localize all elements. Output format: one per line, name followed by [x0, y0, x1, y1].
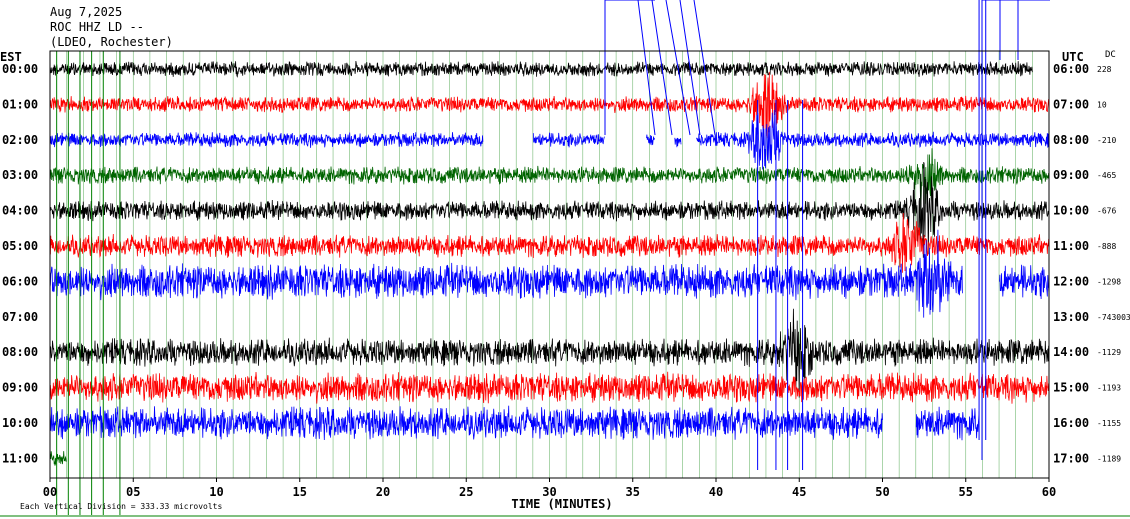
est-hour-label: 09:00 — [2, 381, 38, 395]
trace-0500 — [49, 212, 1050, 273]
trace-0100 — [49, 71, 1050, 139]
dc-offset-label: -888 — [1097, 242, 1116, 251]
header-network: (LDEO, Rochester) — [50, 35, 173, 49]
est-hour-label: 05:00 — [2, 239, 38, 253]
utc-hour-label: 06:00 — [1053, 62, 1089, 76]
dc-offset-label: 228 — [1097, 65, 1112, 74]
dc-offset-label: -1193 — [1097, 384, 1121, 393]
dc-offset-labels: 228 10 -210 -465 -676 -888 -1298 -743003 -1129 -1… — [1097, 65, 1130, 463]
x-tick-label: 20 — [376, 485, 390, 499]
clipped-spike-lines — [604, 0, 716, 136]
x-axis-ticks: 00 05 10 15 20 25 30 35 40 45 50 55 60 — [43, 478, 1056, 499]
utc-hour-label: 15:00 — [1053, 381, 1089, 395]
left-axis-title: EST — [0, 50, 22, 64]
est-hour-label: 01:00 — [2, 97, 38, 111]
est-hour-label: 06:00 — [2, 274, 38, 288]
chart-header: Aug 7,2025 ROC HHZ LD -- (LDEO, Rocheste… — [50, 5, 173, 49]
x-tick-label: 55 — [959, 485, 973, 499]
header-station: ROC HHZ LD -- — [50, 20, 144, 34]
x-tick-label: 50 — [875, 485, 889, 499]
est-hour-label: 00:00 — [2, 62, 38, 76]
x-tick-label: 35 — [626, 485, 640, 499]
est-hour-label: 07:00 — [2, 310, 38, 324]
utc-hour-label: 14:00 — [1053, 345, 1089, 359]
dc-offset-label: -676 — [1097, 207, 1116, 216]
trace-0600 — [49, 229, 1050, 318]
x-tick-label: 10 — [209, 485, 223, 499]
est-hour-label: 10:00 — [2, 416, 38, 430]
dc-offset-label: 10 — [1097, 100, 1107, 109]
utc-hour-label: 16:00 — [1053, 416, 1089, 430]
x-tick-label: 25 — [459, 485, 473, 499]
utc-hour-label: 07:00 — [1053, 97, 1089, 111]
utc-hour-label: 10:00 — [1053, 204, 1089, 218]
scale-note: Each Vertical Division = 333.33 microvol… — [20, 502, 222, 511]
dc-offset-label: -1298 — [1097, 277, 1121, 286]
spike-layer — [56, 0, 1050, 515]
utc-hour-label: 11:00 — [1053, 239, 1089, 253]
est-hour-label: 04:00 — [2, 204, 38, 218]
dc-offset-label: -1189 — [1097, 454, 1121, 463]
dc-offset-label: -743003 — [1097, 313, 1130, 322]
utc-hour-labels: 06:00 07:00 08:00 09:00 10:00 11:00 12:00 13:00… — [1053, 62, 1089, 465]
est-hour-label: 11:00 — [2, 451, 38, 465]
dc-offset-label: -1129 — [1097, 348, 1121, 357]
x-axis-title: TIME (MINUTES) — [511, 497, 612, 511]
x-tick-label: 05 — [126, 485, 140, 499]
utc-hour-label: 08:00 — [1053, 133, 1089, 147]
trace-0000 — [49, 60, 1033, 78]
grid-lines — [66, 51, 1033, 478]
trace-layer — [49, 60, 1050, 466]
right-axis-title: UTC — [1062, 50, 1084, 64]
trace-0300 — [49, 148, 1050, 212]
trace-0200 — [49, 109, 1050, 170]
x-tick-label: 45 — [792, 485, 806, 499]
utc-hour-label: 13:00 — [1053, 310, 1089, 324]
x-tick-label: 00 — [43, 485, 57, 499]
trace-0900 — [49, 371, 1050, 404]
x-tick-label: 40 — [709, 485, 723, 499]
dc-offset-label: -465 — [1097, 171, 1116, 180]
x-tick-label: 30 — [542, 485, 556, 499]
trace-0800 — [49, 308, 1050, 398]
est-hour-label: 08:00 — [2, 345, 38, 359]
x-tick-label: 15 — [293, 485, 307, 499]
utc-hour-label: 09:00 — [1053, 168, 1089, 182]
est-hour-labels: 00:00 01:00 02:00 03:00 04:00 05:00 06:00 07:00… — [2, 62, 38, 465]
est-hour-label: 03:00 — [2, 168, 38, 182]
x-tick-label: 60 — [1042, 485, 1056, 499]
utc-hour-label: 12:00 — [1053, 274, 1089, 288]
utc-hour-label: 17:00 — [1053, 451, 1089, 465]
trace-1000 — [49, 405, 980, 441]
trace-1100 — [49, 451, 67, 466]
trace-0400 — [49, 162, 1050, 258]
header-date: Aug 7,2025 — [50, 5, 122, 19]
est-hour-label: 02:00 — [2, 133, 38, 147]
clipped-spike-lines-right — [981, 0, 1050, 460]
dc-column-title: DC — [1105, 50, 1116, 60]
dc-offset-label: -210 — [1097, 136, 1116, 145]
dc-offset-label: -1155 — [1097, 419, 1121, 428]
